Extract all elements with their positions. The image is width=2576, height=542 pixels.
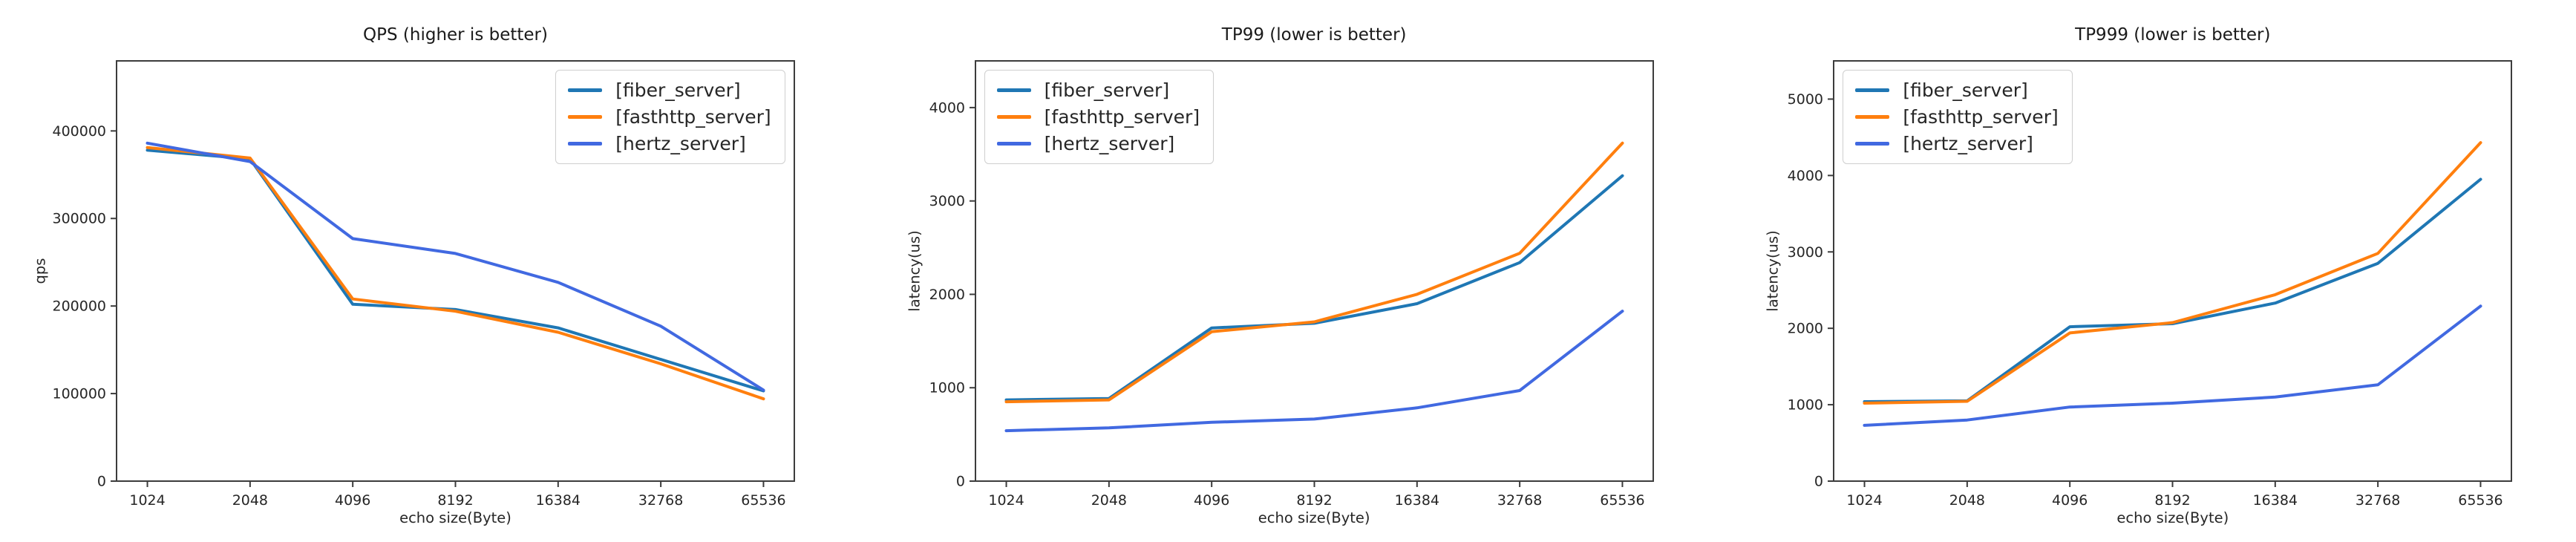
x-tick-label: 4096 <box>335 492 370 509</box>
y-axis-label: latency(us) <box>1764 230 1782 312</box>
legend-line-swatch <box>568 88 603 92</box>
y-axis-label: qps <box>31 258 49 284</box>
chart-panel-tp99: TP99 (lower is better) 0 1000 2000 3000 4000… <box>859 0 1718 542</box>
series-line-hertz_server <box>146 141 765 392</box>
series-line-hertz_server <box>1863 304 2482 427</box>
legend-label: [fiber_server] <box>615 79 741 101</box>
x-tick-label: 2048 <box>1949 492 1985 509</box>
legend: [fiber_server] [fasthttp_server] [hertz_se… <box>1843 70 2073 164</box>
legend-label: [hertz_server] <box>1044 133 1175 154</box>
legend-label: [fasthttp_server] <box>615 106 771 128</box>
y-tick-label: 0 <box>1814 473 1823 489</box>
y-tick-label: 400000 <box>53 123 106 140</box>
chart-title: QPS (higher is better) <box>363 25 548 45</box>
legend-label: [hertz_server] <box>615 133 746 154</box>
legend-item-fasthttp_server: [fasthttp_server] <box>568 105 771 129</box>
y-axis-label: latency(us) <box>906 230 923 312</box>
y-tick-label: 100000 <box>53 386 106 402</box>
x-tick-label: 2048 <box>1091 492 1126 509</box>
y-tick-label: 2000 <box>929 287 964 303</box>
x-tick-label: 16384 <box>1394 492 1439 509</box>
legend-line-swatch <box>568 142 603 146</box>
x-tick-label: 4096 <box>1194 492 1229 509</box>
legend-label: [fasthttp_server] <box>1044 106 1200 128</box>
legend: [fiber_server] [fasthttp_server] [hertz_se… <box>555 70 785 164</box>
series-line-fiber_server <box>146 148 765 393</box>
x-tick-label: 1024 <box>1847 492 1883 509</box>
x-tick-label: 32768 <box>1497 492 1542 509</box>
chart-panel-tp999: TP999 (lower is better) 0 1000 2000 3000 400… <box>1717 0 2576 542</box>
legend-item-fasthttp_server: [fasthttp_server] <box>1855 105 2059 129</box>
y-tick-label: 3000 <box>1788 244 1823 261</box>
legend-line-swatch <box>1855 88 1890 92</box>
legend: [fiber_server] [fasthttp_server] [hertz_se… <box>984 70 1215 164</box>
legend-label: [fiber_server] <box>1903 79 2028 101</box>
y-tick-label: 5000 <box>1788 91 1823 108</box>
legend-line-swatch <box>996 115 1031 119</box>
legend-line-swatch <box>1855 142 1890 146</box>
y-tick-label: 2000 <box>1788 321 1823 337</box>
x-tick-label: 65536 <box>2459 492 2503 509</box>
plot-area: 0 1000 2000 3000 4000 1024 2048 4096 8192 16384 32… <box>929 60 1654 509</box>
x-axis-label: echo size(Byte) <box>399 509 511 526</box>
chart-title: TP999 (lower is better) <box>2075 25 2271 45</box>
x-tick-label: 32768 <box>2356 492 2400 509</box>
plot-area: 0 1000 2000 3000 4000 5000 1024 2048 4096 8192 163… <box>1788 60 2513 509</box>
y-tick-label: 1000 <box>1788 397 1823 414</box>
y-tick-label: 1000 <box>929 380 964 396</box>
chart-title: TP99 (lower is better) <box>1221 25 1407 45</box>
x-tick-label: 1024 <box>129 492 165 509</box>
legend-label: [fiber_server] <box>1044 79 1170 101</box>
x-tick-label: 32768 <box>638 492 683 509</box>
y-tick-label: 4000 <box>1788 168 1823 184</box>
legend-item-hertz_server: [hertz_server] <box>1855 131 2058 156</box>
series-line-fasthttp_server <box>146 146 765 401</box>
plot-area: 0 100000 200000 300000 400000 1024 2048 4096 819… <box>53 60 795 509</box>
x-tick-label: 8192 <box>1296 492 1332 509</box>
x-tick-label: 16384 <box>2253 492 2298 509</box>
x-tick-label: 8192 <box>2155 492 2191 509</box>
y-tick-label: 0 <box>97 473 106 489</box>
legend-label: [fasthttp_server] <box>1903 106 2059 128</box>
x-tick-label: 65536 <box>1600 492 1644 509</box>
x-axis-label: echo size(Byte) <box>2116 509 2229 526</box>
y-tick-label: 200000 <box>53 298 106 315</box>
series-line-fiber_server <box>1863 177 2482 403</box>
legend-item-fiber_server: [fiber_server] <box>1855 78 2058 102</box>
legend-line-swatch <box>568 115 603 119</box>
x-tick-label: 2048 <box>232 492 268 509</box>
legend-item-hertz_server: [hertz_server] <box>568 131 771 156</box>
chart-panel-qps: QPS (higher is better) 0 100000 200000 3000… <box>0 0 859 542</box>
legend-item-fiber_server: [fiber_server] <box>996 78 1200 102</box>
y-tick-label: 300000 <box>53 211 106 227</box>
x-tick-label: 65536 <box>741 492 785 509</box>
x-tick-label: 8192 <box>437 492 473 509</box>
legend-label: [hertz_server] <box>1903 133 2033 154</box>
legend-line-swatch <box>1855 115 1890 119</box>
legend-line-swatch <box>996 88 1031 92</box>
legend-item-fasthttp_server: [fasthttp_server] <box>996 105 1200 129</box>
legend-item-hertz_server: [hertz_server] <box>996 131 1200 156</box>
series-line-hertz_server <box>1004 310 1624 433</box>
x-tick-label: 4096 <box>2052 492 2088 509</box>
series-line-fasthttp_server <box>1004 141 1624 404</box>
y-tick-label: 3000 <box>929 193 964 209</box>
series-line-fiber_server <box>1004 174 1624 402</box>
x-tick-label: 16384 <box>536 492 581 509</box>
series-line-fasthttp_server <box>1863 141 2482 405</box>
x-axis-label: echo size(Byte) <box>1258 509 1370 526</box>
legend-item-fiber_server: [fiber_server] <box>568 78 771 102</box>
y-tick-label: 4000 <box>929 99 964 116</box>
x-tick-label: 1024 <box>988 492 1024 509</box>
legend-line-swatch <box>996 142 1031 146</box>
y-tick-label: 0 <box>956 473 965 489</box>
